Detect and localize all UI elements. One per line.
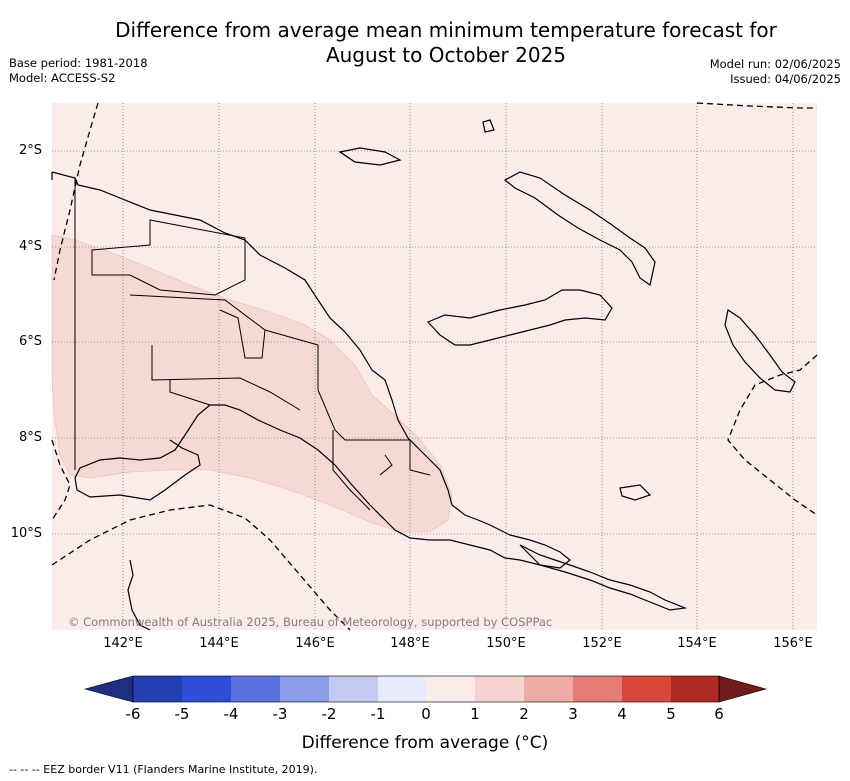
- eez-border-west-south: [51, 439, 71, 521]
- colorbar-tick: 2: [519, 705, 529, 723]
- lon-label-152e: 152°E: [582, 636, 622, 651]
- lat-label-10s: 10°S: [10, 526, 42, 541]
- colorbar-segment-1: [133, 676, 182, 702]
- base-period: Base period: 1981-2018: [9, 56, 148, 70]
- new-britain-coastline: [426, 289, 613, 346]
- colorbar-tick: -1: [370, 705, 386, 723]
- eez-border-east: [727, 354, 818, 516]
- lat-label-6s: 6°S: [18, 334, 42, 349]
- lat-label-2s: 2°S: [18, 143, 42, 158]
- issued-date: Issued: 04/06/2025: [730, 72, 841, 86]
- colorbar-tick: 3: [568, 705, 578, 723]
- lon-label-142e: 142°E: [103, 636, 143, 651]
- colorbar-segment-4: [280, 676, 329, 702]
- colorbar-segment-3: [231, 676, 280, 702]
- new-ireland-coastline: [503, 171, 656, 287]
- lat-label-8s: 8°S: [18, 430, 42, 445]
- colorbar-segment-2: [182, 676, 231, 702]
- eez-border-west: [53, 102, 99, 281]
- colorbar-segment-12: [671, 676, 719, 702]
- new-guinea-coastline: [51, 171, 571, 569]
- title-line-1: Difference from average mean minimum tem…: [115, 18, 777, 42]
- model-name: Model: ACCESS-S2: [9, 71, 116, 85]
- colorbar-tick: 5: [666, 705, 676, 723]
- northern-islands: [338, 147, 402, 166]
- colorbar-tick: 1: [470, 705, 480, 723]
- eez-border-south: [51, 504, 351, 631]
- colorbar-segment-6: [378, 676, 426, 702]
- colorbar-segment-9: [524, 676, 573, 702]
- run-info: Model run: 02/06/2025 Issued: 04/06/2025: [710, 57, 841, 87]
- lon-label-144e: 144°E: [199, 636, 239, 651]
- colorbar-tick: -6: [125, 705, 141, 723]
- colorbar-segment-high-extend: [718, 675, 768, 703]
- copyright-notice: © Commonwealth of Australia 2025, Bureau…: [68, 615, 553, 629]
- manus-island: [482, 119, 495, 133]
- colorbar-segment-10: [573, 676, 622, 702]
- colorbar-segment-low-extend: [83, 675, 134, 703]
- bougainville-coastline: [724, 309, 796, 393]
- province-borders: [91, 219, 431, 511]
- colorbar-segment-8: [475, 676, 524, 702]
- south-islands: [619, 484, 652, 501]
- colorbar: [83, 675, 768, 703]
- model-info: Base period: 1981-2018 Model: ACCESS-S2: [9, 56, 148, 86]
- model-run: Model run: 02/06/2025: [709, 57, 841, 71]
- lon-label-150e: 150°E: [486, 636, 526, 651]
- colorbar-title: Difference from average (°C): [301, 733, 549, 753]
- colorbar-tick: 6: [714, 705, 724, 723]
- gridlines: [52, 103, 817, 630]
- colorbar-segment-5: [329, 676, 378, 702]
- lat-label-4s: 4°S: [18, 239, 42, 254]
- lon-label-156e: 156°E: [773, 636, 813, 651]
- title-line-2: August to October 2025: [325, 43, 567, 67]
- eez-footnote: -- -- -- EEZ border V11 (Flanders Marine…: [9, 763, 318, 776]
- colorbar-tick: -3: [272, 705, 288, 723]
- lon-label-148e: 148°E: [390, 636, 430, 651]
- colorbar-outline: [132, 675, 720, 703]
- colorbar-segment-11: [622, 676, 671, 702]
- colorbar-tick: -2: [321, 705, 337, 723]
- louisiade-islands: [519, 544, 688, 611]
- colorbar-segment-7: [426, 676, 475, 702]
- colorbar-tick: 0: [421, 705, 431, 723]
- colorbar-tick: 4: [617, 705, 627, 723]
- australia-coastline: [127, 559, 151, 631]
- lon-label-146e: 146°E: [295, 636, 335, 651]
- lon-label-154e: 154°E: [677, 636, 717, 651]
- map-title: Difference from average mean minimum tem…: [40, 18, 850, 68]
- colorbar-tick: -4: [223, 705, 239, 723]
- colorbar-tick: -5: [174, 705, 190, 723]
- eez-border-northeast: [696, 102, 817, 109]
